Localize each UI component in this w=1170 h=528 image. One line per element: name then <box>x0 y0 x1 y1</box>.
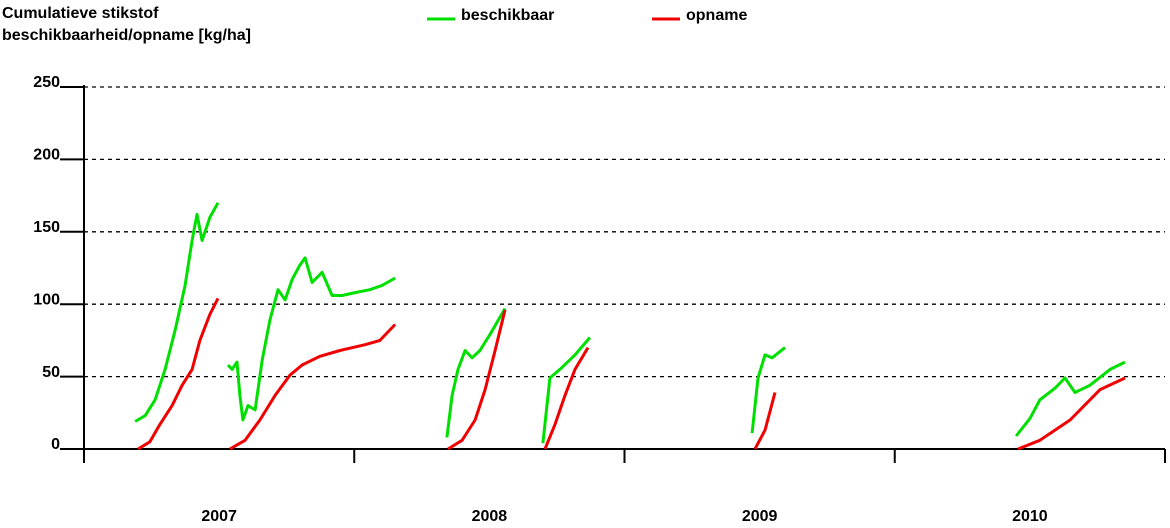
y-tick-label: 50 <box>42 364 60 381</box>
y-tick-label: 250 <box>33 74 60 91</box>
legend-label: opname <box>686 7 747 24</box>
y-tick-label: 0 <box>51 436 60 453</box>
x-category-label: 2007 <box>201 508 237 525</box>
x-category-label: 2010 <box>1012 508 1048 525</box>
y-tick-label: 150 <box>33 219 60 236</box>
x-category-label: 2008 <box>472 508 508 525</box>
x-category-label: 2009 <box>742 508 778 525</box>
series-line <box>134 202 1126 444</box>
series-line <box>137 297 1126 451</box>
chart-title: beschikbaarheid/opname [kg/ha] <box>2 27 251 44</box>
y-tick-label: 100 <box>33 291 60 308</box>
y-tick-label: 200 <box>33 147 60 164</box>
legend-label: beschikbaar <box>461 7 554 24</box>
chart-title: Cumulatieve stikstof <box>2 5 159 22</box>
